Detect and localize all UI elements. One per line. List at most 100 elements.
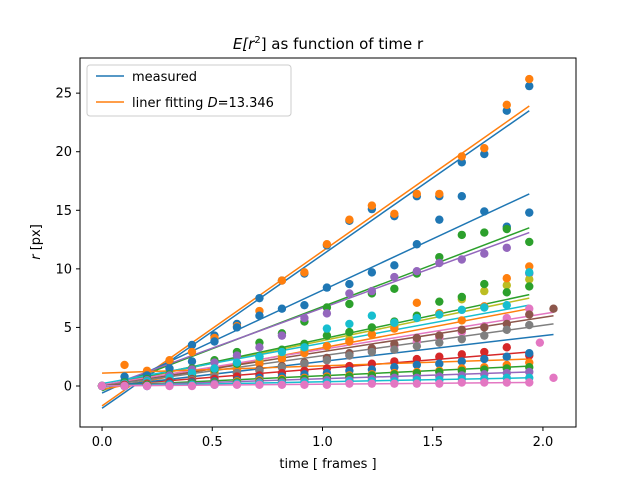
data-point — [322, 283, 332, 292]
x-tick-label: 1.5 — [422, 435, 443, 450]
data-point — [345, 279, 354, 289]
data-point — [502, 274, 511, 283]
data-point — [210, 337, 219, 346]
data-point — [390, 261, 399, 270]
data-point — [300, 313, 309, 323]
data-point — [457, 357, 467, 366]
data-point — [345, 289, 354, 298]
data-point — [322, 356, 332, 365]
data-point — [232, 351, 242, 360]
data-point — [457, 152, 467, 161]
data-point — [525, 237, 534, 247]
data-point — [390, 272, 399, 282]
data-point — [390, 357, 399, 366]
y-tick-label: 10 — [55, 262, 72, 277]
data-point — [525, 81, 534, 91]
data-point — [232, 358, 242, 367]
data-point — [367, 379, 377, 388]
data-point — [457, 350, 467, 359]
data-point — [457, 305, 467, 315]
data-point — [457, 378, 467, 387]
data-point — [390, 363, 399, 372]
data-point — [480, 354, 489, 364]
data-point — [480, 347, 489, 357]
data-point — [390, 209, 399, 218]
data-point — [367, 359, 377, 368]
data-point — [412, 333, 422, 343]
data-point — [502, 106, 511, 115]
data-point — [300, 300, 309, 310]
data-point — [277, 380, 287, 390]
data-point — [345, 319, 354, 329]
data-point — [502, 378, 511, 387]
x-axis-label: time [ frames ] — [279, 457, 376, 472]
data-point — [322, 380, 332, 390]
data-point — [390, 379, 399, 388]
data-point — [232, 380, 242, 390]
data-point — [502, 243, 511, 252]
data-point — [300, 380, 309, 390]
data-point — [525, 74, 534, 84]
data-point — [367, 330, 377, 339]
data-point — [390, 345, 399, 354]
data-point — [187, 357, 197, 366]
data-point — [322, 324, 332, 333]
data-point — [322, 309, 332, 318]
data-point — [435, 338, 444, 347]
data-point — [480, 279, 489, 289]
data-point — [525, 268, 534, 277]
data-point — [255, 352, 264, 361]
data-point — [525, 349, 534, 358]
data-point — [187, 381, 197, 391]
data-point — [210, 364, 219, 373]
data-point — [457, 325, 467, 334]
data-point — [390, 324, 399, 333]
x-axis: 0.0 0.5 1.0 1.5 2.0 — [92, 427, 553, 450]
chart-title: E[r2] as function of time r — [233, 35, 424, 53]
data-point — [480, 144, 489, 153]
data-point — [345, 299, 354, 309]
data-point — [457, 334, 467, 344]
data-point — [525, 275, 534, 284]
data-point — [525, 282, 534, 291]
data-point — [435, 310, 444, 319]
data-point — [435, 215, 444, 224]
data-point — [120, 360, 129, 370]
data-point — [412, 313, 422, 323]
x-tick-label: 1.0 — [312, 435, 333, 450]
x-tick-label: 0.5 — [202, 435, 223, 450]
data-point — [300, 343, 309, 352]
data-point — [412, 341, 422, 351]
data-point — [502, 288, 511, 297]
data-point — [525, 320, 534, 330]
data-point — [255, 359, 264, 368]
data-point — [255, 343, 264, 352]
data-point — [255, 380, 264, 390]
data-point — [210, 380, 219, 390]
scatter-points — [97, 74, 558, 391]
data-point — [412, 360, 422, 370]
data-point — [300, 268, 309, 277]
data-point — [367, 268, 377, 277]
data-point — [367, 311, 377, 320]
data-point — [525, 367, 534, 377]
data-point — [322, 303, 332, 312]
data-point — [210, 358, 219, 367]
data-point — [300, 349, 309, 358]
data-point — [142, 381, 152, 391]
data-point — [390, 318, 399, 327]
y-axis: 0 5 10 15 20 25 — [55, 87, 80, 395]
data-point — [277, 347, 287, 357]
plot-area — [79, 57, 577, 428]
data-point — [367, 201, 377, 210]
data-point — [277, 363, 287, 372]
data-point — [390, 284, 399, 293]
data-point — [412, 240, 422, 249]
data-point — [277, 331, 287, 340]
data-point — [480, 303, 489, 312]
y-tick-label: 15 — [55, 204, 72, 219]
data-point — [480, 331, 489, 340]
data-point — [549, 373, 558, 382]
data-point — [255, 293, 264, 303]
data-point — [457, 316, 467, 325]
